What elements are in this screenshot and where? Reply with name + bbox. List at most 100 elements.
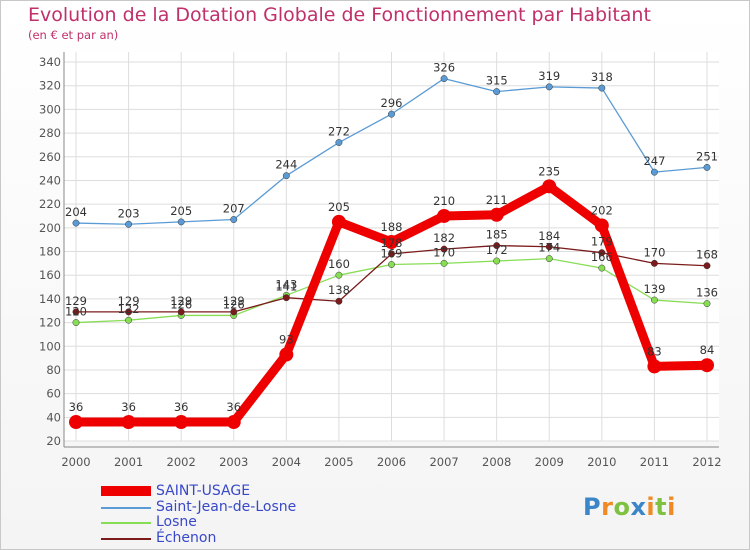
data-label: 182 bbox=[433, 231, 455, 245]
data-point bbox=[493, 257, 501, 265]
x-tick-label: 2003 bbox=[219, 455, 248, 469]
data-label: 315 bbox=[486, 74, 508, 88]
data-label: 296 bbox=[381, 96, 403, 110]
y-tick-label: 340 bbox=[39, 55, 61, 69]
y-tick-label: 300 bbox=[39, 102, 61, 116]
data-label: 138 bbox=[328, 283, 350, 297]
data-point bbox=[493, 88, 501, 96]
data-point bbox=[335, 139, 343, 146]
data-label: 185 bbox=[486, 228, 508, 242]
data-point bbox=[335, 297, 343, 305]
y-tick-label: 20 bbox=[46, 434, 61, 448]
x-tick-label: 2004 bbox=[272, 455, 301, 469]
data-point bbox=[650, 168, 658, 176]
data-label: 169 bbox=[381, 247, 403, 261]
x-tick-label: 2010 bbox=[587, 455, 616, 469]
data-label: 210 bbox=[433, 194, 455, 208]
data-label: 36 bbox=[226, 400, 241, 414]
data-point bbox=[440, 259, 448, 267]
data-label: 139 bbox=[643, 282, 665, 296]
chart-subtitle: (en € et par an) bbox=[28, 28, 119, 42]
series-lines bbox=[69, 75, 714, 430]
data-point bbox=[440, 245, 448, 253]
y-tick-label: 280 bbox=[39, 126, 61, 140]
data-point bbox=[177, 308, 185, 316]
x-tick-label: 2011 bbox=[640, 455, 669, 469]
data-label: 205 bbox=[170, 204, 192, 218]
data-point bbox=[700, 358, 714, 373]
legend-swatch bbox=[101, 537, 151, 540]
y-tick-label: 320 bbox=[39, 79, 61, 93]
data-point bbox=[598, 264, 606, 272]
data-label: 36 bbox=[174, 400, 189, 414]
data-point bbox=[177, 218, 185, 226]
data-point bbox=[121, 415, 136, 430]
y-tick-label: 220 bbox=[39, 197, 61, 211]
data-point bbox=[230, 308, 238, 316]
legend-swatch bbox=[101, 486, 151, 496]
proxiti-logo: Proxiti bbox=[583, 493, 676, 521]
legend-label: Échenon bbox=[156, 529, 217, 546]
data-point bbox=[650, 259, 658, 267]
data-point bbox=[335, 271, 343, 279]
data-point bbox=[545, 83, 553, 91]
logo-letter: r bbox=[601, 493, 614, 521]
data-point bbox=[230, 216, 238, 223]
y-tick-label: 180 bbox=[39, 245, 61, 259]
data-label: 188 bbox=[381, 220, 403, 234]
data-label: 84 bbox=[700, 343, 715, 357]
data-label: 251 bbox=[696, 149, 718, 163]
data-point bbox=[440, 75, 448, 83]
legend-swatch bbox=[101, 506, 151, 509]
data-label: 319 bbox=[538, 69, 560, 83]
data-label: 36 bbox=[121, 400, 136, 414]
y-tick-label: 40 bbox=[46, 410, 61, 424]
data-label: 93 bbox=[279, 333, 294, 347]
data-point bbox=[545, 243, 553, 251]
data-label: 170 bbox=[433, 245, 455, 259]
data-point bbox=[226, 415, 241, 430]
x-tick-label: 2006 bbox=[377, 455, 406, 469]
logo-letter: P bbox=[583, 493, 602, 521]
data-point bbox=[174, 415, 189, 430]
data-label: 184 bbox=[538, 229, 560, 243]
y-tick-label: 240 bbox=[39, 173, 61, 187]
data-label: 207 bbox=[223, 202, 245, 216]
legend-swatch bbox=[101, 522, 151, 524]
data-label: 129 bbox=[170, 294, 192, 308]
data-label: 160 bbox=[328, 257, 350, 271]
data-label: 204 bbox=[65, 205, 87, 219]
logo-letter: i bbox=[646, 493, 656, 521]
y-tick-label: 60 bbox=[46, 387, 61, 401]
x-tick-label: 2001 bbox=[114, 455, 143, 469]
data-point bbox=[388, 250, 395, 258]
y-tick-label: 120 bbox=[39, 316, 61, 330]
data-label: 202 bbox=[591, 203, 613, 217]
data-label: 318 bbox=[591, 70, 613, 84]
x-tick-label: 2009 bbox=[535, 455, 564, 469]
legend-label: SAINT-USAGE bbox=[156, 483, 251, 499]
y-tick-label: 100 bbox=[39, 339, 61, 353]
data-label: 235 bbox=[538, 164, 560, 178]
x-tick-label: 2007 bbox=[429, 455, 458, 469]
x-tick-label: 2005 bbox=[324, 455, 353, 469]
data-point bbox=[703, 262, 711, 270]
data-point bbox=[598, 84, 606, 92]
data-label: 166 bbox=[591, 250, 613, 264]
data-point bbox=[703, 300, 711, 308]
data-label: 247 bbox=[643, 154, 665, 168]
data-label: 36 bbox=[69, 400, 84, 414]
data-label: 272 bbox=[328, 125, 350, 139]
data-point bbox=[542, 179, 557, 194]
data-label: 143 bbox=[275, 277, 297, 291]
y-tick-label: 140 bbox=[39, 292, 61, 306]
data-point bbox=[703, 163, 711, 171]
logo-letter: x bbox=[630, 493, 647, 521]
data-label: 168 bbox=[696, 248, 718, 262]
data-point bbox=[72, 219, 80, 227]
data-label: 126 bbox=[170, 297, 192, 311]
data-label: 170 bbox=[643, 245, 665, 259]
chart-title: Evolution de la Dotation Globale de Fonc… bbox=[28, 4, 651, 26]
